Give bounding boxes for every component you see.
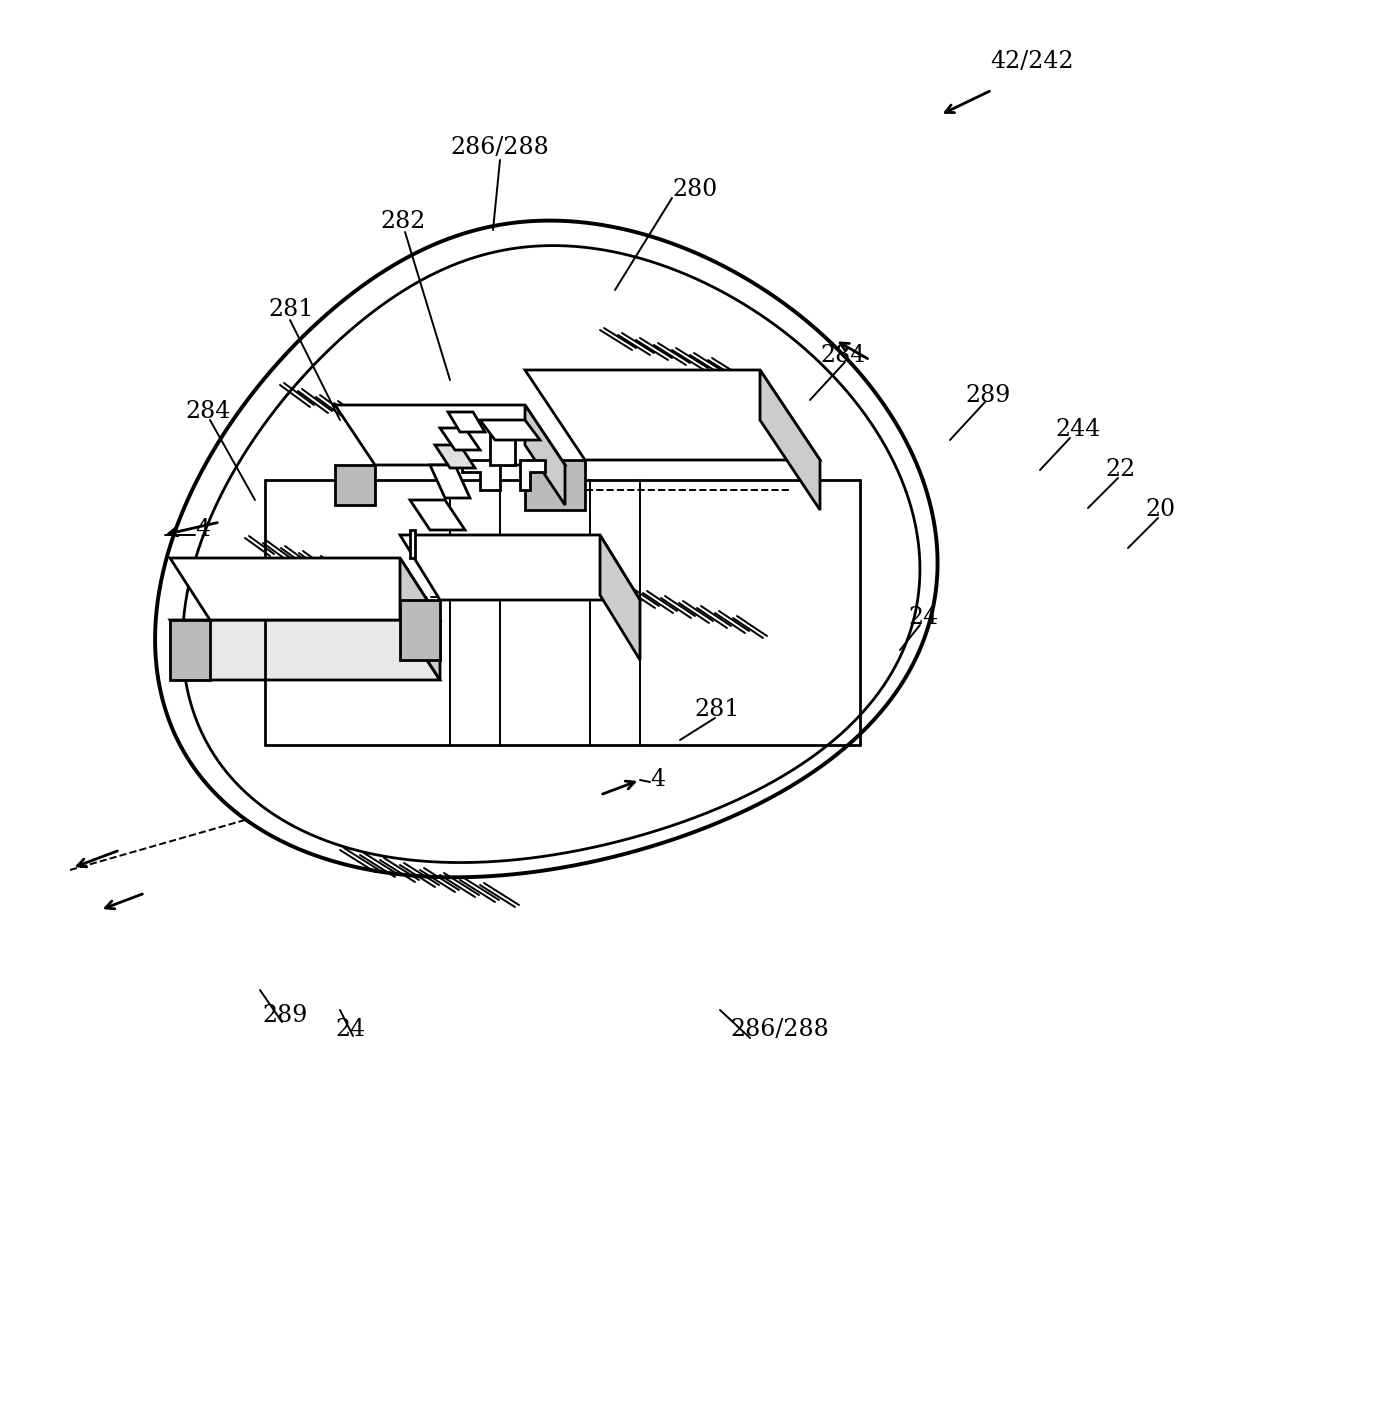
Polygon shape [520,460,545,490]
Text: 244: 244 [1055,419,1100,441]
Text: 24: 24 [334,1019,365,1041]
Polygon shape [170,621,210,679]
Text: 282: 282 [380,210,425,234]
Polygon shape [525,370,820,460]
Text: 22: 22 [1105,458,1135,482]
Text: 42/242: 42/242 [990,50,1074,73]
Polygon shape [400,558,440,679]
Text: 289: 289 [965,384,1010,406]
Polygon shape [525,460,585,510]
Text: 281: 281 [694,699,740,722]
Polygon shape [490,434,515,465]
Polygon shape [440,427,481,450]
Text: 20: 20 [1145,499,1176,521]
Polygon shape [170,558,440,621]
Polygon shape [449,412,485,432]
Polygon shape [334,405,566,465]
Polygon shape [400,535,639,600]
Polygon shape [481,420,540,440]
Text: 24: 24 [908,607,939,629]
Polygon shape [525,405,566,504]
Text: 286/288: 286/288 [730,1019,829,1041]
Polygon shape [410,530,415,558]
Polygon shape [334,465,375,504]
Text: 284: 284 [820,343,865,367]
Text: 284: 284 [185,401,230,423]
Text: 286/288: 286/288 [450,136,549,160]
Text: 289: 289 [262,1003,308,1027]
Text: 4: 4 [195,518,210,542]
Polygon shape [462,460,500,490]
Polygon shape [430,465,469,497]
Polygon shape [410,500,465,530]
Text: 4: 4 [651,769,664,792]
Polygon shape [170,621,440,679]
Text: 280: 280 [671,178,717,202]
Polygon shape [600,535,639,660]
Text: 281: 281 [267,298,313,321]
Polygon shape [435,446,475,468]
Polygon shape [761,370,820,510]
Polygon shape [400,600,440,660]
